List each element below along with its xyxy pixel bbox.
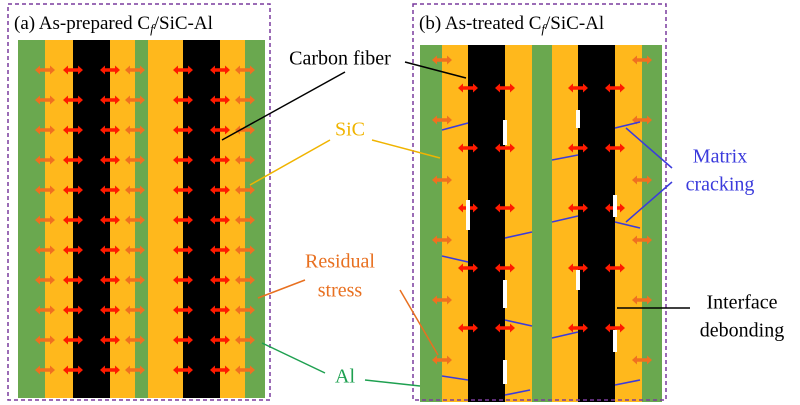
label: Al <box>335 366 355 388</box>
label: SiC <box>335 119 365 141</box>
title-text: (a) As-prepared C <box>14 13 150 34</box>
layers <box>18 40 662 402</box>
debond-gap <box>503 360 507 384</box>
layer-stripe <box>552 45 578 402</box>
label: stress <box>318 280 363 302</box>
title-text: /SiC-Al <box>545 13 604 34</box>
debond-gap <box>466 200 470 230</box>
layer-stripe <box>642 45 662 402</box>
label: Matrix <box>693 146 747 168</box>
debond-gap <box>576 110 580 128</box>
title-text: (b) As-treated C <box>419 13 541 34</box>
layer-stripe <box>442 45 468 402</box>
leader <box>262 343 325 373</box>
layer-stripe <box>578 45 615 402</box>
label: Interface <box>706 292 777 314</box>
layer-stripe <box>532 45 552 402</box>
layer-stripe <box>420 45 442 402</box>
debond-gap <box>503 120 507 145</box>
title-text: /SiC-Al <box>154 13 213 34</box>
panel-title: (b) As-treated Cf/SiC-Al <box>419 13 604 36</box>
layer-stripe <box>468 45 505 402</box>
layer-stripe <box>505 45 532 402</box>
debond-gap <box>503 280 507 308</box>
label: Residual <box>305 251 375 273</box>
label: debonding <box>700 320 784 342</box>
leader <box>365 380 420 386</box>
panel-title: (a) As-prepared Cf/SiC-Al <box>14 13 213 36</box>
debond-gap <box>613 195 617 217</box>
figure: (a) As-prepared Cf/SiC-Al (b) As-treated… <box>0 0 800 405</box>
leader <box>258 280 305 298</box>
debond-gap <box>576 270 580 290</box>
label: Carbon fiber <box>289 48 391 70</box>
debond-gap <box>613 330 617 352</box>
label: cracking <box>686 174 755 196</box>
